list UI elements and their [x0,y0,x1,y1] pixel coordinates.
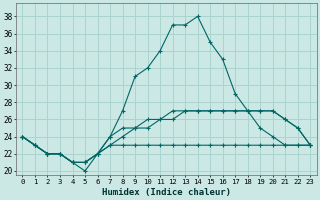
X-axis label: Humidex (Indice chaleur): Humidex (Indice chaleur) [102,188,231,197]
